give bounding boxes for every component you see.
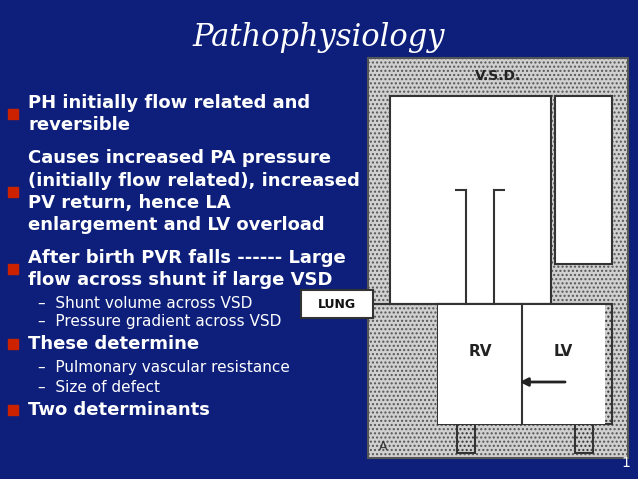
Text: Pathophysiology: Pathophysiology [193,22,445,53]
Text: Two determinants: Two determinants [28,400,210,419]
Bar [8,405,18,414]
Bar [575,424,593,453]
Bar [457,424,475,453]
Text: 1: 1 [621,456,630,470]
Bar [522,304,605,424]
Text: Causes increased PA pressure
(initially flow related), increased
PV return, henc: Causes increased PA pressure (initially … [28,149,360,234]
Bar [368,58,628,458]
Text: –  Pulmonary vascular resistance: – Pulmonary vascular resistance [38,360,290,376]
Text: –  Size of defect: – Size of defect [38,379,160,395]
Text: RV: RV [468,344,492,360]
Bar [390,96,551,304]
Bar [555,96,612,264]
Bar [438,304,522,424]
Text: A: A [379,440,387,453]
Bar [8,187,18,196]
Text: –  Shunt volume across VSD: – Shunt volume across VSD [38,296,253,311]
Text: LV: LV [554,344,574,360]
Bar [8,264,18,274]
Text: –  Pressure gradient across VSD: – Pressure gradient across VSD [38,314,281,330]
Text: These determine: These determine [28,335,199,353]
Bar [8,339,18,349]
Bar [8,109,18,119]
Text: PH initially flow related and
reversible: PH initially flow related and reversible [28,94,310,134]
Text: After birth PVR falls ------ Large
flow across shunt if large VSD: After birth PVR falls ------ Large flow … [28,249,346,289]
Bar [438,304,612,424]
Text: LUNG: LUNG [318,297,356,310]
Bar [301,290,373,318]
Text: V.S.D.: V.S.D. [475,69,521,83]
